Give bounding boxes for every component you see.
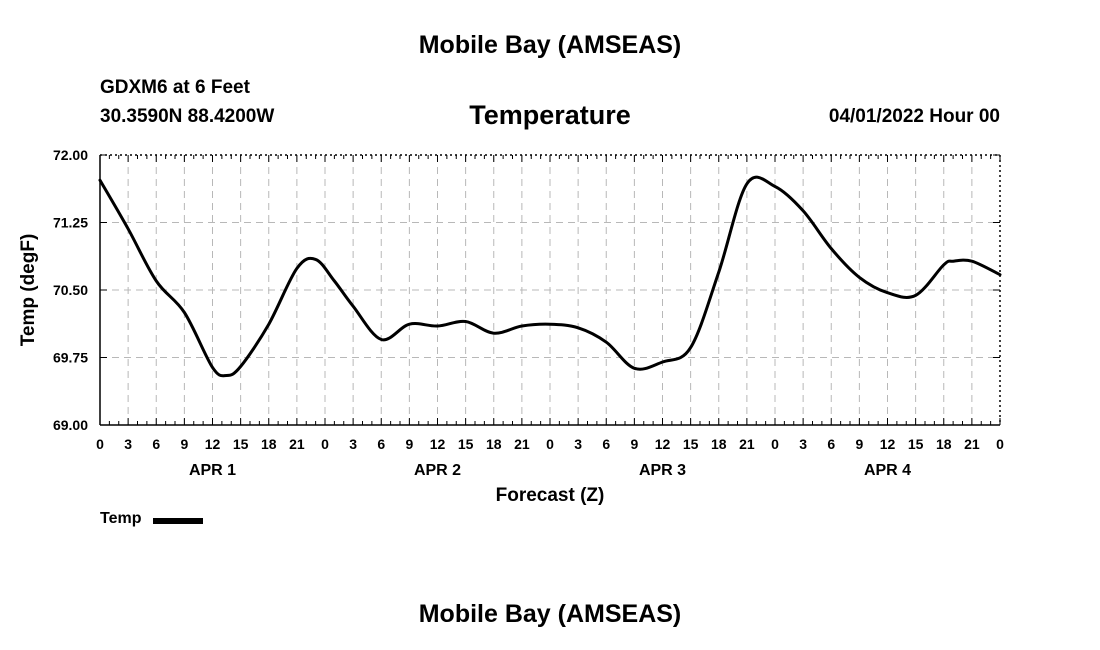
chart-title: Temperature	[469, 100, 631, 130]
x-tick-label: 21	[964, 436, 980, 452]
x-day-label: APR 2	[414, 462, 461, 479]
y-axis-title: Temp (degF)	[18, 234, 39, 347]
forecast-run-time: 04/01/2022 Hour 00	[828, 106, 1000, 127]
y-tick-label: 69.75	[53, 350, 88, 366]
x-tick-label: 9	[630, 436, 638, 452]
legend-label: Temp	[100, 510, 142, 527]
chart-legend: Temp	[100, 510, 204, 528]
x-tick-label: 12	[655, 436, 671, 452]
x-tick-label: 6	[152, 436, 160, 452]
x-tick-label: 12	[430, 436, 446, 452]
chart-axes	[99, 154, 1001, 426]
x-day-label: APR 4	[864, 462, 911, 479]
x-tick-label: 21	[514, 436, 530, 452]
chart-series	[98, 175, 1002, 378]
x-tick-label: 18	[261, 436, 277, 452]
y-tick-label: 69.00	[53, 417, 88, 433]
station-coordinates: 30.3590N 88.4200W	[100, 106, 275, 127]
x-day-label: APR 3	[639, 462, 686, 479]
x-axis-title: Forecast (Z)	[496, 485, 605, 506]
x-tick-label: 15	[683, 436, 699, 452]
x-tick-label: 3	[124, 436, 132, 452]
chart-grid	[100, 155, 1000, 425]
x-tick-label: 15	[233, 436, 249, 452]
x-tick-label: 18	[486, 436, 502, 452]
x-tick-label: 0	[96, 436, 104, 452]
legend-swatch	[153, 517, 204, 524]
x-tick-label: 0	[771, 436, 779, 452]
chart-labels: 0 3 6 9 12 15 18 21 0 3 6 9 12 15 18 21 0 3 6 9 12 15 18 21 0 3 6 9…	[18, 147, 1004, 506]
x-day-label: APR 1	[189, 462, 236, 479]
x-tick-label: 9	[855, 436, 863, 452]
x-tick-label: 21	[289, 436, 305, 452]
x-tick-label: 18	[936, 436, 952, 452]
x-tick-label: 0	[321, 436, 329, 452]
x-tick-label: 9	[405, 436, 413, 452]
x-tick-label: 0	[996, 436, 1004, 452]
x-tick-label: 3	[799, 436, 807, 452]
x-tick-label: 21	[739, 436, 755, 452]
x-tick-label: 6	[377, 436, 385, 452]
y-tick-label: 71.25	[53, 215, 88, 231]
temp-series-line	[98, 175, 1002, 378]
x-tick-label: 15	[458, 436, 474, 452]
x-tick-label: 0	[546, 436, 554, 452]
x-tick-label: 3	[574, 436, 582, 452]
x-tick-label: 15	[908, 436, 924, 452]
x-tick-label: 6	[827, 436, 835, 452]
y-tick-label: 70.50	[53, 282, 88, 298]
y-tick-label: 72.00	[53, 147, 88, 163]
station-label: GDXM6 at 6 Feet	[100, 77, 250, 98]
x-tick-label: 12	[880, 436, 896, 452]
page-title-bottom: Mobile Bay (AMSEAS)	[418, 600, 682, 628]
x-tick-label: 18	[711, 436, 727, 452]
page-title-top: Mobile Bay (AMSEAS)	[418, 31, 682, 59]
x-tick-label: 12	[205, 436, 221, 452]
x-tick-label: 3	[349, 436, 357, 452]
x-tick-label: 6	[602, 436, 610, 452]
x-tick-label: 9	[180, 436, 188, 452]
